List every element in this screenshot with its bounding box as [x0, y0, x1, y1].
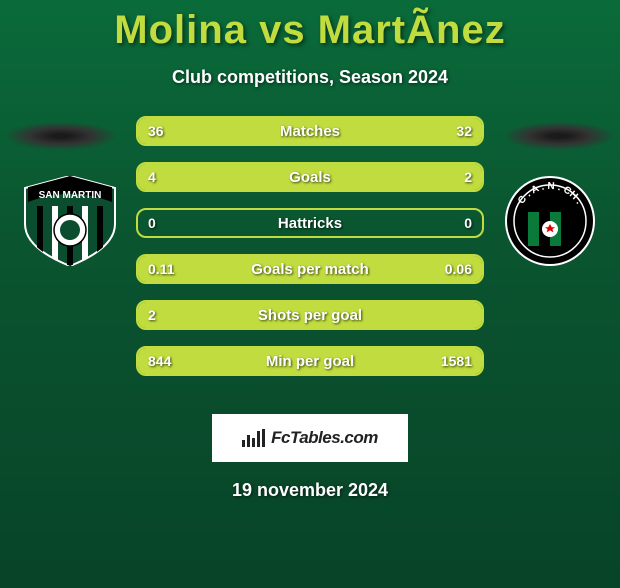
stat-row: 4Goals2 [136, 162, 484, 192]
club-badge-right: C . A . N . CH . [500, 176, 600, 266]
stat-row: 0.11Goals per match0.06 [136, 254, 484, 284]
stat-row: 844Min per goal1581 [136, 346, 484, 376]
stat-label: Shots per goal [138, 307, 482, 324]
club-badge-left: SAN MARTIN [20, 176, 120, 266]
chart-icon [242, 429, 265, 447]
stat-row: 36Matches32 [136, 116, 484, 146]
stat-value-right: 1581 [441, 353, 472, 369]
comparison-area: SAN MARTIN C . A . N . CH . [0, 116, 620, 396]
stat-value-right: 0.06 [445, 261, 472, 277]
stat-label: Hattricks [138, 215, 482, 232]
credit-text: FcTables.com [271, 428, 378, 448]
stat-label: Goals [138, 169, 482, 186]
subtitle: Club competitions, Season 2024 [0, 67, 620, 88]
stat-label: Min per goal [138, 353, 482, 370]
stat-value-right: 0 [464, 215, 472, 231]
page-title: Molina vs MartÃ­nez [0, 8, 620, 53]
player-shadow-left [6, 122, 116, 150]
stat-value-right: 2 [464, 169, 472, 185]
stat-value-right: 32 [456, 123, 472, 139]
player-shadow-right [504, 122, 614, 150]
stat-label: Goals per match [138, 261, 482, 278]
stat-label: Matches [138, 123, 482, 140]
stat-row: 2Shots per goal [136, 300, 484, 330]
club-left-text: SAN MARTIN [39, 190, 102, 201]
credit-box[interactable]: FcTables.com [212, 414, 408, 462]
footer-date: 19 november 2024 [0, 480, 620, 501]
stat-row: 0Hattricks0 [136, 208, 484, 238]
stats-list: 36Matches32 4Goals2 0Hattricks0 0.11Goals p… [136, 116, 484, 392]
